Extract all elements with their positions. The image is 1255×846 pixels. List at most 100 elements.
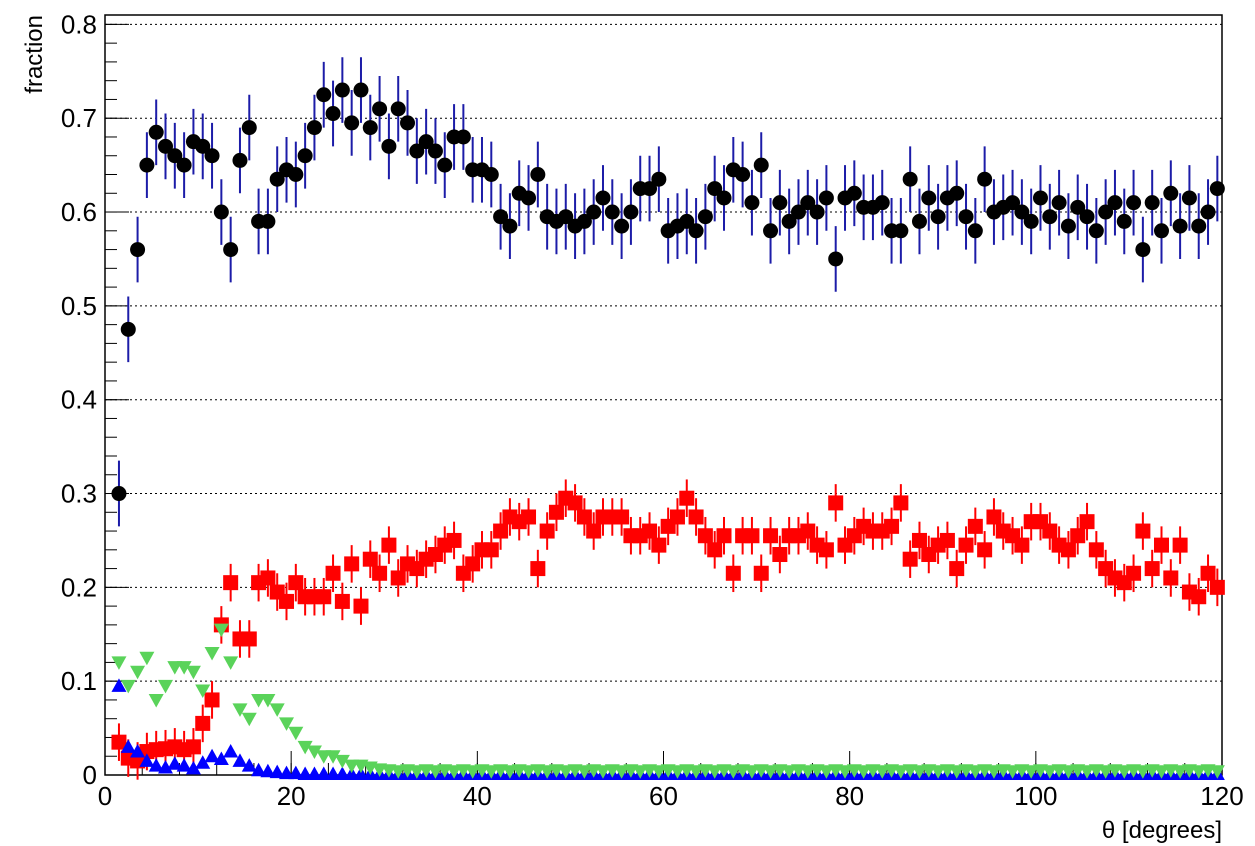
x-tick-label: 80 [835,781,864,811]
point [111,656,127,670]
y-tick-label: 0.3 [61,479,97,509]
point [111,486,127,502]
point [204,647,220,661]
point [493,523,509,539]
point [874,765,890,779]
point [1135,765,1151,779]
point [111,734,127,750]
point [176,661,192,675]
point [828,495,844,511]
point [1023,213,1039,229]
point [967,223,983,239]
point [763,528,779,544]
point [632,765,648,779]
point [548,504,564,520]
point [642,523,658,539]
point [334,593,350,609]
point [232,152,248,168]
point [409,765,425,779]
point [381,537,397,553]
point [185,760,201,775]
point [418,134,434,150]
x-tick-label: 40 [463,781,492,811]
point [986,509,1002,525]
point [1172,765,1188,779]
point [232,703,248,717]
point [158,759,174,774]
point [1209,579,1225,595]
point [297,148,313,164]
point [223,242,239,258]
point [241,120,257,136]
point [344,115,360,131]
point [614,218,630,234]
x-tick-label: 120 [1200,781,1243,811]
point [1060,542,1076,558]
point [521,509,537,525]
plot-frame [104,14,1223,776]
point [279,717,295,731]
point [390,765,406,779]
point [362,120,378,136]
point [772,547,788,563]
point [223,744,239,758]
point [1042,765,1058,779]
point [1014,537,1030,553]
point [716,190,732,206]
point [195,715,211,731]
point [939,532,955,548]
point [120,739,136,753]
point [1005,195,1021,211]
point [642,181,658,197]
point [781,765,797,779]
point [576,765,592,779]
point [306,120,322,136]
point [576,509,592,525]
point [204,148,220,164]
point [297,740,313,755]
point [176,157,192,173]
point [502,218,518,234]
point [595,765,611,779]
point [1181,190,1197,206]
x-tick-label: 100 [1014,781,1057,811]
point [204,748,220,763]
point [400,115,416,131]
point [744,528,760,544]
point [1005,765,1021,779]
point [586,204,602,220]
point [1032,190,1048,206]
point [390,570,406,586]
point [977,171,993,187]
point [1088,542,1104,558]
point [1153,537,1169,553]
point [148,124,164,140]
point [669,509,685,525]
point [744,195,760,211]
point [539,523,555,539]
point [521,190,537,206]
point [325,565,341,581]
point [1153,765,1169,779]
point [753,565,769,581]
x-tick-label: 60 [649,781,678,811]
point [958,209,974,225]
point [1191,218,1207,234]
point [1107,195,1123,211]
point [567,495,583,511]
point [213,751,229,766]
point [1135,523,1151,539]
point [790,204,806,220]
point [893,765,909,779]
point [1172,537,1188,553]
point [213,623,229,638]
point [651,765,667,779]
point [1135,242,1151,258]
point [1153,223,1169,239]
point [1079,514,1095,530]
point [884,518,900,534]
point [679,490,695,506]
point [911,532,927,548]
point [911,765,927,779]
point [1200,204,1216,220]
